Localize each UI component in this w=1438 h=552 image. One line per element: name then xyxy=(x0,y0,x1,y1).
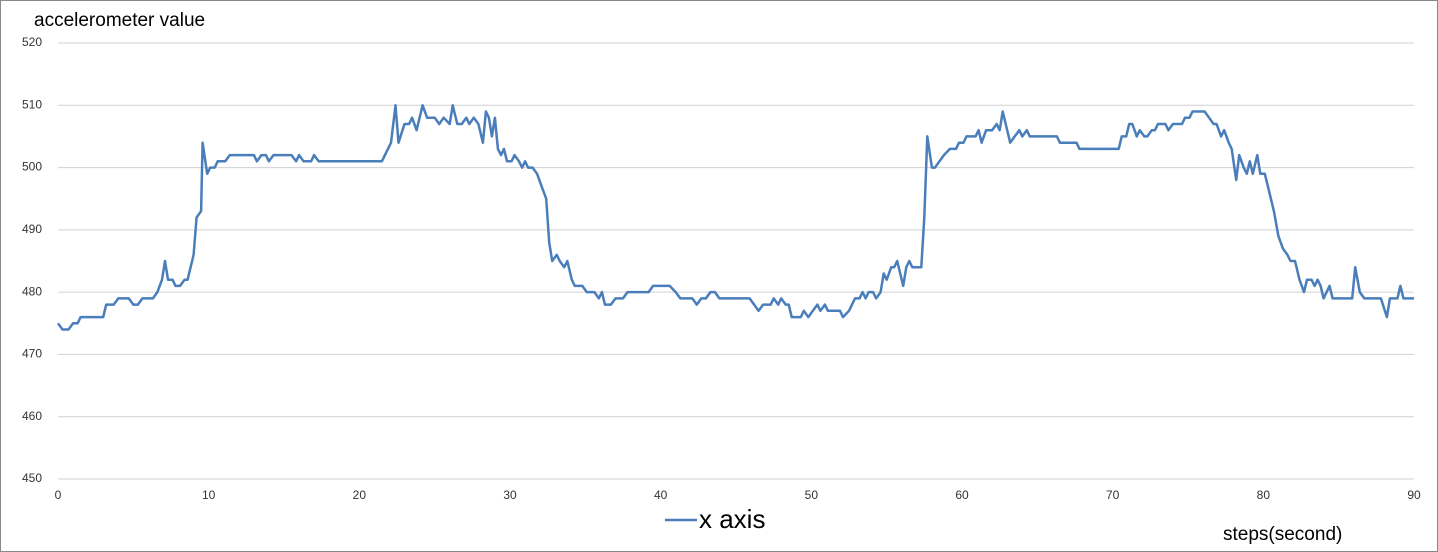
x-tick-label: 10 xyxy=(202,488,216,502)
x-tick-label: 70 xyxy=(1106,488,1120,502)
y-tick-label: 470 xyxy=(22,347,42,361)
y-tick-label: 450 xyxy=(22,471,42,485)
y-tick-label: 520 xyxy=(22,35,42,49)
x-tick-label: 30 xyxy=(503,488,517,502)
x-tick-label: 50 xyxy=(805,488,819,502)
y-axis-label: accelerometer value xyxy=(34,10,205,31)
y-tick-label: 460 xyxy=(22,409,42,423)
x-tick-label: 80 xyxy=(1257,488,1271,502)
x-tick-label: 40 xyxy=(654,488,668,502)
y-tick-label: 490 xyxy=(22,222,42,236)
x-axis-label: steps(second) xyxy=(1223,524,1342,545)
y-tick-label: 500 xyxy=(22,160,42,174)
legend-label: x axis xyxy=(699,504,765,534)
x-tick-label: 60 xyxy=(955,488,969,502)
x-tick-label: 20 xyxy=(353,488,367,502)
y-tick-label: 510 xyxy=(22,97,42,111)
data-line xyxy=(56,104,1414,331)
x-tick-label: 0 xyxy=(55,488,62,502)
y-tick-label: 480 xyxy=(22,284,42,298)
x-tick-label: 90 xyxy=(1407,488,1421,502)
